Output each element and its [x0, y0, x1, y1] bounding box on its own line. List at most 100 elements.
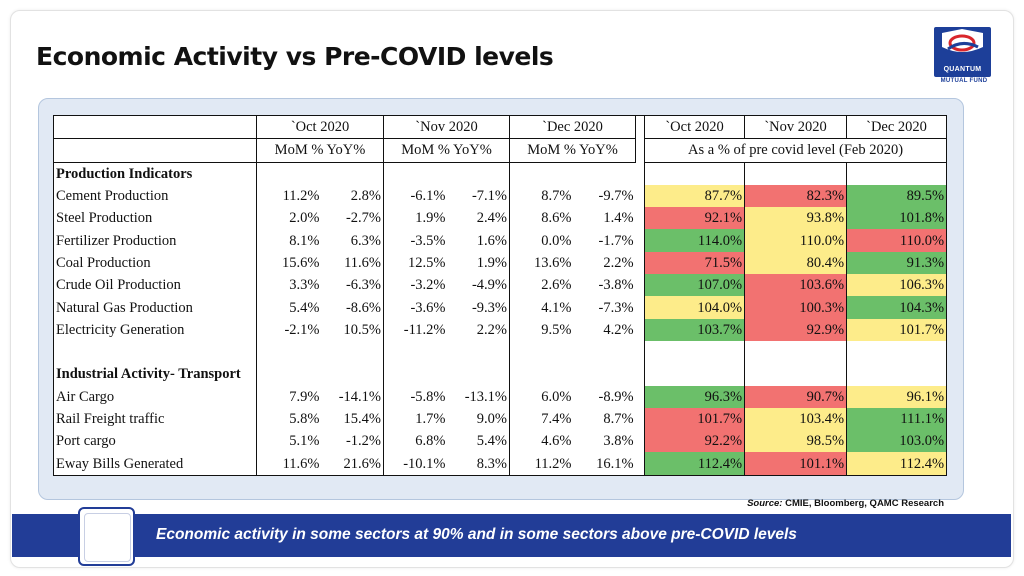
growth-value: 15.4%	[343, 411, 382, 427]
precovid-value: 111.1%	[846, 407, 947, 431]
table-row: Cement Production 11.2% 2.8% -6.1% -7.1% 8.7%…	[54, 184, 947, 208]
blank-cell	[322, 341, 384, 363]
blank-cell	[644, 162, 745, 185]
blank-cell	[448, 363, 510, 385]
section-row: Industrial Activity- Transport	[54, 363, 947, 386]
blank-cell	[644, 340, 745, 364]
spacer-cell	[636, 207, 645, 229]
precovid-level-header: As a % of pre covid level (Feb 2020)	[644, 138, 948, 163]
growth-value: -6.1%	[383, 184, 448, 208]
growth-value: -7.3%	[598, 299, 634, 316]
growth-value: 9.5%	[509, 318, 574, 341]
table-body: `Oct 2020 `Nov 2020 `Dec 2020 `Oct 2020 `Nov…	[53, 115, 948, 476]
growth-value: 4.1%	[509, 296, 574, 319]
growth-value: -3.2%	[383, 274, 448, 297]
logo-emblem-icon	[942, 29, 983, 52]
blank-cell	[744, 363, 847, 386]
precovid-value: 104.0%	[644, 296, 745, 319]
logo-subtitle: MUTUAL FUND	[940, 78, 988, 84]
growth-value: -13.1%	[464, 388, 508, 405]
source-label: Source:	[747, 498, 783, 509]
logo-name: QUANTUM	[943, 66, 982, 73]
table-row: Crude Oil Production 3.3% -6.3% -3.2% -4.9% 2…	[54, 274, 947, 297]
precovid-value: 112.4%	[644, 452, 745, 476]
banner-text: Economic activity in some sectors at 90%…	[156, 526, 797, 543]
blank-cell	[322, 162, 384, 185]
month-header: `Oct 2020	[255, 115, 385, 140]
precovid-value: 110.0%	[744, 229, 847, 252]
precovid-value: 71.5%	[644, 251, 745, 275]
section-row: Production Indicators	[54, 162, 947, 185]
row-label: Fertilizer Production	[56, 232, 177, 249]
precovid-value: 80.4%	[744, 251, 847, 275]
growth-value: 2.2%	[603, 254, 634, 271]
precovid-value: 103.0%	[846, 430, 947, 453]
row-label: Eway Bills Generated	[56, 455, 184, 472]
blank-cell	[256, 363, 322, 386]
growth-value: 8.3%	[476, 455, 508, 472]
growth-value: 11.2%	[509, 452, 574, 476]
blank-cell	[383, 340, 448, 364]
growth-value: -5.8%	[383, 385, 448, 408]
growth-value: 11.6%	[344, 254, 382, 271]
source-text: CMIE, Bloomberg, QAMC Research	[782, 498, 944, 509]
growth-value: -8.6%	[345, 299, 382, 316]
table-row: Coal Production 15.6% 11.6% 12.5% 1.9% 13.6% 2…	[54, 251, 947, 275]
precovid-value: 101.1%	[744, 452, 847, 476]
precovid-value: 104.3%	[846, 296, 947, 319]
growth-value: 8.7%	[509, 184, 574, 208]
table-row: Steel Production 2.0% -2.7% 1.9% 2.4% 8.6% 1.4…	[54, 207, 947, 230]
banner-square-inner	[84, 513, 131, 562]
precovid-value: 92.1%	[644, 207, 745, 230]
growth-value: 21.6%	[343, 455, 382, 472]
row-label: Rail Freight traffic	[56, 411, 165, 427]
precovid-value: 101.8%	[846, 207, 947, 230]
spacer-cell	[636, 139, 645, 162]
blank-cell	[846, 363, 947, 386]
blank-cell	[846, 162, 947, 185]
precovid-value: 98.5%	[744, 430, 847, 453]
row-label: Cement Production	[56, 188, 169, 205]
spacer-cell	[636, 408, 645, 430]
blank-cell	[636, 341, 645, 363]
precovid-value: 110.0%	[846, 229, 947, 252]
row-label: Air Cargo	[56, 388, 115, 405]
row-label: Coal Production	[56, 254, 151, 271]
blank-cell	[574, 162, 636, 185]
growth-value: -8.9%	[598, 388, 634, 405]
growth-value: 1.9%	[476, 254, 508, 271]
precovid-value: 92.9%	[744, 318, 847, 341]
growth-value: -3.8%	[598, 277, 634, 294]
precovid-value: 103.6%	[744, 274, 847, 297]
header-row-months: `Oct 2020 `Nov 2020 `Dec 2020 `Oct 2020 `Nov…	[53, 115, 948, 140]
growth-value: -4.9%	[471, 277, 508, 294]
blank-cell	[509, 162, 574, 185]
row-label: Port cargo	[56, 433, 116, 450]
spacer-cell	[636, 274, 645, 296]
table-row: Electricity Generation -2.1% 10.5% -11.2% 2.…	[54, 318, 947, 341]
page-title: Economic Activity vs Pre-COVID levels	[36, 42, 554, 71]
blank-row	[54, 340, 947, 364]
blank-cell	[256, 162, 322, 185]
table-row: Port cargo 5.1% -1.2% 6.8% 5.4% 4.6% 3.8% 92.2%…	[54, 430, 947, 453]
growth-value: 3.8%	[603, 433, 634, 450]
growth-value: 5.4%	[256, 296, 322, 319]
precovid-value: 82.3%	[744, 184, 847, 208]
table-row: Air Cargo 7.9% -14.1% -5.8% -13.1% 6.0% -8.9% 9…	[54, 385, 947, 408]
precovid-value: 96.1%	[846, 385, 947, 408]
spacer-cell	[636, 296, 645, 318]
growth-value: 8.7%	[603, 411, 634, 427]
mom-yoy-header: MoM % YoY%	[509, 138, 637, 163]
banner-square-icon	[78, 507, 135, 566]
section-title: Production Indicators	[56, 165, 193, 182]
growth-value: -11.2%	[383, 318, 448, 341]
row-label: Electricity Generation	[56, 321, 185, 338]
growth-value: 7.4%	[509, 407, 574, 431]
blank-cell	[383, 162, 448, 185]
growth-value: -3.5%	[383, 229, 448, 252]
quantum-logo: QUANTUM MUTUAL FUND	[934, 27, 994, 89]
blank-cell	[744, 162, 847, 185]
growth-value: 7.9%	[256, 385, 322, 408]
precovid-value: 93.8%	[744, 207, 847, 230]
precovid-month-header: `Nov 2020	[744, 115, 848, 140]
